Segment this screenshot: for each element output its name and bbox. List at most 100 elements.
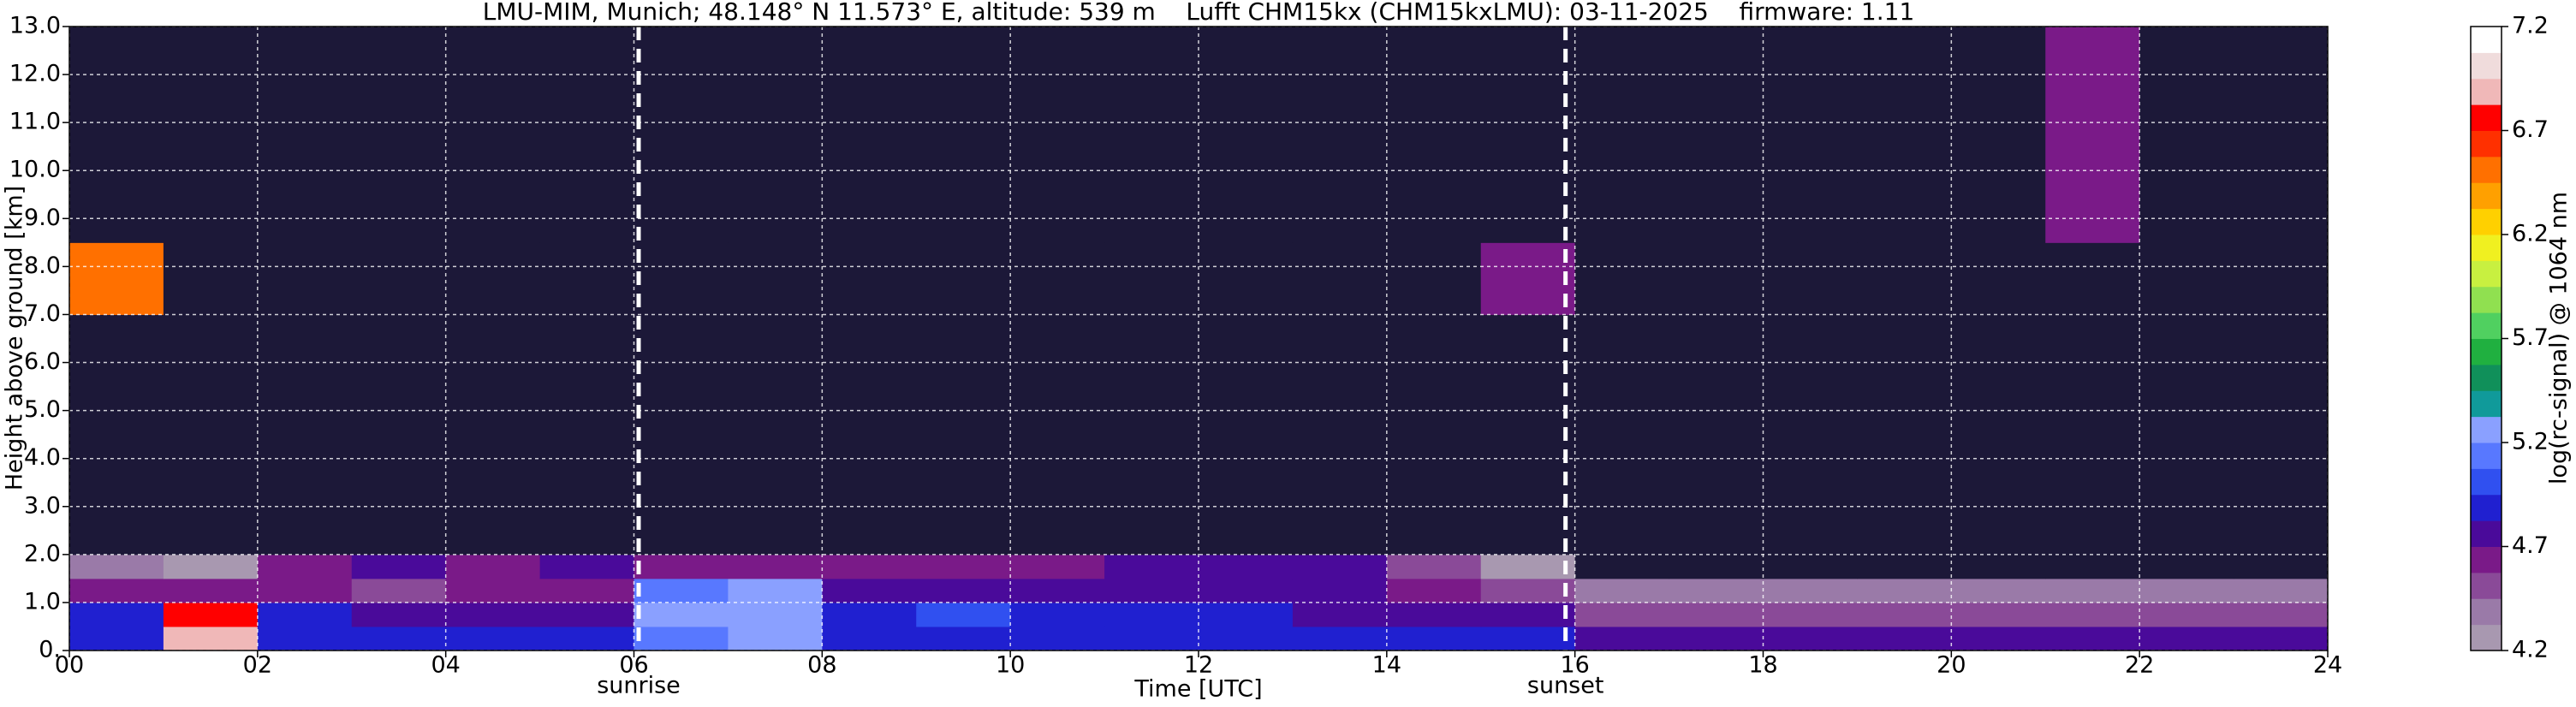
heatmap-cell	[1857, 578, 1952, 603]
heatmap-cell	[257, 626, 353, 651]
colorbar-swatch	[2471, 572, 2502, 599]
heatmap-cell	[1386, 602, 1482, 627]
heatmap-cell	[1857, 27, 1952, 243]
colorbar-tick-label: 6.2	[2512, 221, 2549, 247]
colorbar-tick-label: 5.2	[2512, 429, 2549, 455]
heatmap-cell	[257, 602, 353, 627]
heatmap-cell	[1104, 27, 1199, 243]
heatmap-cell	[445, 578, 541, 603]
heatmap-cell	[2234, 602, 2329, 627]
heatmap-cell	[1010, 27, 1105, 243]
heatmap-cell	[728, 27, 823, 243]
colorbar-tick-label: 4.7	[2512, 532, 2549, 559]
x-tick-label: 00	[55, 652, 84, 679]
heatmap-cell	[1386, 314, 1482, 556]
x-tick-label: 12	[1184, 652, 1213, 679]
heatmap-cell	[69, 27, 164, 243]
heatmap-cell	[1763, 27, 1858, 243]
colorbar-swatch	[2471, 416, 2502, 443]
heatmap-cell	[1292, 314, 1388, 556]
x-tick-label: 04	[431, 652, 460, 679]
heatmap-cell	[916, 626, 1011, 651]
heatmap-cell	[1292, 242, 1388, 315]
heatmap-cell	[1104, 314, 1199, 556]
heatmap-cell	[728, 242, 823, 315]
heatmap-cell	[539, 578, 634, 603]
colorbar-swatch	[2471, 286, 2502, 313]
heatmap-cell	[1104, 578, 1199, 603]
heatmap-cell	[1386, 578, 1482, 603]
x-tick-label: 18	[1748, 652, 1777, 679]
heatmap-cell	[163, 626, 259, 651]
x-tick-label: 06	[619, 652, 648, 679]
heatmap-cell	[2234, 578, 2329, 603]
heatmap-cell	[1669, 27, 1764, 243]
heatmap-cell	[1480, 602, 1576, 627]
y-tick-label: 11.0	[9, 109, 61, 135]
heatmap-cell	[1292, 578, 1388, 603]
heatmap-cell	[445, 27, 541, 243]
heatmap-cell	[351, 602, 447, 627]
colorbar-swatch	[2471, 130, 2502, 157]
heatmap-cell	[2234, 242, 2329, 315]
heatmap-cell	[1574, 554, 1670, 579]
colorbar-tick-label: 4.2	[2512, 637, 2549, 663]
heatmap-cell	[1574, 578, 1670, 603]
heatmap-cell	[2234, 626, 2329, 651]
colorbar-swatch	[2471, 27, 2502, 53]
heatmap-cell	[1574, 242, 1670, 315]
heatmap-cell	[1480, 626, 1576, 651]
heatmap-cell	[916, 242, 1011, 315]
y-tick-label: 4.0	[24, 444, 61, 471]
heatmap-cell	[2234, 554, 2329, 579]
heatmap-cell	[257, 578, 353, 603]
heatmap-cell	[634, 578, 729, 603]
heatmap-cell	[916, 602, 1011, 627]
annotation-label: sunrise	[597, 673, 681, 699]
heatmap-cell	[1480, 314, 1576, 556]
heatmap-cell	[2045, 242, 2140, 315]
heatmap-cell	[539, 314, 634, 556]
heatmap-cell	[1951, 242, 2046, 315]
heatmap-cell	[634, 626, 729, 651]
heatmap-cell	[822, 242, 917, 315]
heatmap-cell	[163, 314, 259, 556]
heatmap-cell	[1574, 314, 1670, 556]
heatmap-cell	[916, 578, 1011, 603]
heatmap-cell	[163, 578, 259, 603]
heatmap-cell	[1010, 602, 1105, 627]
heatmap-cell	[1386, 554, 1482, 579]
heatmap-cell	[1104, 242, 1199, 315]
colorbar-swatch	[2471, 235, 2502, 261]
colorbar-swatch	[2471, 104, 2502, 131]
heatmap-cell	[916, 314, 1011, 556]
heatmap-cell	[257, 27, 353, 243]
heatmap-cell	[1199, 554, 1294, 579]
heatmap-cell	[69, 602, 164, 627]
heatmap-cell	[2139, 602, 2234, 627]
heatmap-cell	[1669, 602, 1764, 627]
heatmap-cell	[1763, 602, 1858, 627]
heatmap-cell	[539, 554, 634, 579]
colorbar-swatch	[2471, 494, 2502, 521]
heatmap-cell	[1574, 602, 1670, 627]
heatmap-cell	[822, 602, 917, 627]
colorbar-swatch	[2471, 624, 2502, 651]
heatmap-cell	[445, 554, 541, 579]
heatmap-cell	[822, 27, 917, 243]
colorbar-swatch	[2471, 468, 2502, 496]
heatmap-cell	[1669, 578, 1764, 603]
heatmap-cell	[822, 554, 917, 579]
x-tick-label: 08	[807, 652, 836, 679]
colorbar-swatch	[2471, 156, 2502, 183]
heatmap-cell	[539, 242, 634, 315]
heatmap-cell	[1199, 27, 1294, 243]
heatmap-cell	[163, 242, 259, 315]
heatmap-cell	[2139, 27, 2234, 243]
colorbar-swatch	[2471, 52, 2502, 80]
heatmap-cell	[351, 242, 447, 315]
x-tick-label: 20	[1936, 652, 1966, 679]
heatmap-cell	[1010, 314, 1105, 556]
heatmap-cell	[1292, 27, 1388, 243]
heatmap-cell	[1951, 314, 2046, 556]
